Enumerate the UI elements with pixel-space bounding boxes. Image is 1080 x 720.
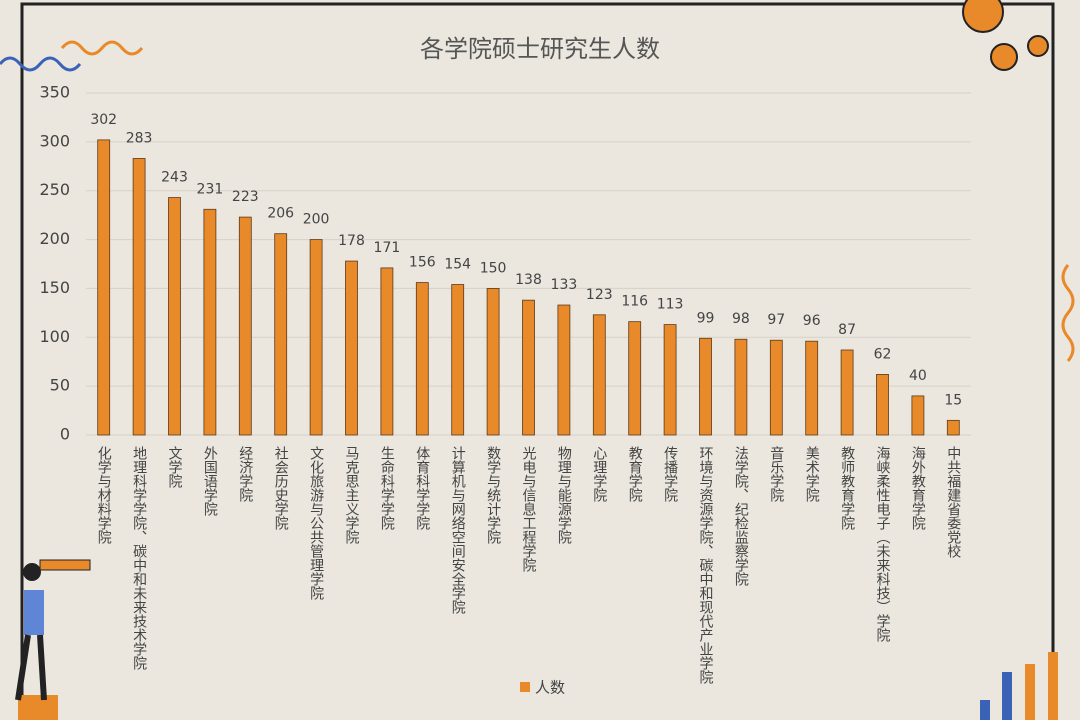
data-label: 150 bbox=[480, 260, 507, 276]
coin bbox=[990, 43, 1018, 71]
x-tick-label: 地理科学学院、碳中和未来技术学院 bbox=[131, 446, 147, 671]
x-tick-label: 外国语学院 bbox=[202, 446, 218, 517]
bar bbox=[805, 340, 819, 436]
bar bbox=[203, 208, 217, 436]
bar bbox=[168, 197, 181, 436]
x-tick-label: 数学与统计学院 bbox=[485, 446, 501, 545]
x-tick-label: 文化旅游与公共管理学院 bbox=[308, 446, 324, 601]
bar bbox=[415, 282, 429, 436]
x-tick-label: 生命科学学院 bbox=[379, 446, 395, 531]
data-label: 96 bbox=[803, 313, 821, 329]
y-tick-label: 350 bbox=[39, 83, 70, 102]
bar bbox=[876, 374, 889, 436]
data-label: 178 bbox=[338, 233, 365, 249]
data-label: 200 bbox=[303, 212, 330, 228]
data-label: 97 bbox=[767, 312, 785, 328]
squiggle bbox=[1061, 264, 1075, 362]
bar bbox=[486, 288, 500, 436]
bar bbox=[522, 299, 535, 436]
data-label: 87 bbox=[838, 322, 856, 338]
data-label: 171 bbox=[374, 240, 401, 256]
data-label: 243 bbox=[161, 170, 188, 186]
bar bbox=[699, 337, 712, 436]
y-tick-label: 100 bbox=[39, 327, 70, 346]
coin bbox=[962, 0, 1004, 33]
bar bbox=[132, 158, 146, 436]
bar bbox=[274, 233, 288, 436]
data-label: 156 bbox=[409, 255, 436, 271]
x-tick-label: 社会历史学院 bbox=[273, 446, 289, 531]
x-tick-label: 海峡柔性电子（未来科技）学院 bbox=[875, 446, 891, 643]
data-label: 283 bbox=[126, 130, 153, 146]
data-label: 206 bbox=[267, 206, 294, 222]
legend-label: 人数 bbox=[535, 679, 565, 697]
bar bbox=[769, 339, 783, 436]
bar bbox=[309, 239, 323, 436]
x-tick-label: 计算机与网络空间安全学院 bbox=[450, 446, 466, 615]
data-label: 223 bbox=[232, 189, 259, 205]
x-tick-label: 化学与材料学院 bbox=[96, 446, 112, 545]
figure bbox=[15, 559, 91, 720]
x-tick-label: 音乐学院 bbox=[768, 445, 784, 503]
chart-title: 各学院硕士研究生人数 bbox=[420, 35, 660, 63]
legend-swatch bbox=[520, 682, 530, 692]
bar bbox=[628, 321, 642, 436]
x-tick-label: 教师教育学院 bbox=[839, 446, 855, 531]
data-label: 98 bbox=[732, 311, 750, 327]
data-label: 302 bbox=[90, 112, 117, 128]
bar bbox=[451, 284, 465, 436]
bar bbox=[557, 304, 571, 436]
x-tick-label: 美术学院 bbox=[804, 446, 820, 503]
y-tick-label: 250 bbox=[39, 180, 70, 199]
x-tick-label: 心理学院 bbox=[591, 446, 607, 503]
x-tick-label: 马克思主义学院 bbox=[344, 446, 360, 545]
y-tick-label: 50 bbox=[50, 376, 70, 395]
x-tick-label: 经济学院 bbox=[237, 446, 253, 503]
bar bbox=[946, 419, 960, 436]
bar bbox=[911, 395, 925, 436]
data-label: 123 bbox=[586, 287, 613, 303]
x-tick-label: 环境与资源学院、碳中和现代产业学院 bbox=[698, 446, 714, 685]
data-label: 113 bbox=[657, 297, 684, 313]
y-tick-label: 300 bbox=[39, 131, 70, 150]
data-label: 15 bbox=[944, 392, 962, 408]
x-tick-label: 海外教育学院 bbox=[910, 446, 926, 531]
bar bbox=[380, 267, 394, 436]
bar bbox=[663, 324, 677, 436]
squiggle bbox=[0, 56, 82, 72]
data-label: 99 bbox=[697, 310, 715, 326]
x-tick-label: 教育学院 bbox=[627, 446, 643, 503]
data-label: 154 bbox=[444, 257, 471, 273]
data-label: 133 bbox=[551, 277, 578, 293]
data-label: 231 bbox=[197, 181, 224, 197]
bar bbox=[97, 139, 111, 436]
x-tick-label: 物理与能源学院 bbox=[556, 446, 572, 545]
bar bbox=[238, 216, 252, 436]
x-tick-label: 法学院、纪检监察学院 bbox=[733, 446, 749, 587]
coin bbox=[1027, 35, 1049, 57]
bar bbox=[592, 314, 606, 436]
x-tick-label: 传播学院 bbox=[662, 446, 678, 503]
bars-decoration bbox=[980, 652, 1058, 720]
x-tick-label: 体育科学学院 bbox=[414, 446, 430, 531]
x-tick-label: 中共福建省委党校 bbox=[945, 446, 961, 558]
y-tick-label: 200 bbox=[39, 229, 70, 248]
bar bbox=[345, 260, 358, 436]
x-tick-label: 文学院 bbox=[167, 446, 183, 489]
data-label: 138 bbox=[515, 272, 542, 288]
data-label: 62 bbox=[874, 346, 892, 362]
data-label: 116 bbox=[621, 294, 648, 310]
bar bbox=[840, 349, 854, 436]
y-tick-label: 0 bbox=[60, 425, 70, 444]
bar bbox=[734, 338, 748, 436]
data-label: 40 bbox=[909, 368, 927, 384]
frame bbox=[20, 2, 1055, 720]
squiggle bbox=[60, 40, 144, 56]
x-tick-label: 光电与信息工程学院 bbox=[521, 446, 537, 573]
y-tick-label: 150 bbox=[39, 278, 70, 297]
